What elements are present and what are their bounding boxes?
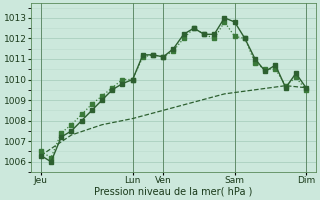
X-axis label: Pression niveau de la mer( hPa ): Pression niveau de la mer( hPa ) [94,187,252,197]
